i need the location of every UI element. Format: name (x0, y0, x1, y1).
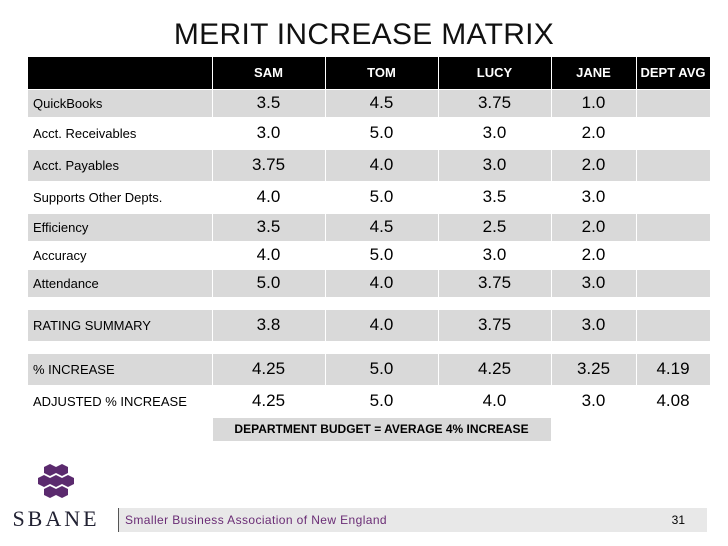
increase-row: % INCREASE 4.25 5.0 4.25 3.25 4.19 (28, 353, 711, 386)
cell-value: 3.75 (438, 269, 552, 298)
footer-org-name: Smaller Business Association of New Engl… (125, 513, 387, 527)
table-row: Accuracy 4.0 5.0 3.0 2.0 (28, 241, 711, 270)
cell-value: 5.0 (325, 241, 439, 270)
table-row: QuickBooks 3.5 4.5 3.75 1.0 (28, 89, 711, 118)
budget-row: DEPARTMENT BUDGET = AVERAGE 4% INCREASE (28, 417, 711, 442)
row-label: Accuracy (28, 241, 213, 270)
column-header-dept-avg: DEPT AVG (636, 57, 711, 90)
cell-value: 3.8 (212, 309, 326, 342)
cell-value: 3.0 (438, 117, 552, 150)
cell-value: 4.0 (325, 269, 439, 298)
page-number: 31 (671, 513, 685, 527)
merit-matrix-table: SAM TOM LUCY JANE DEPT AVG QuickBooks 3.… (28, 57, 711, 442)
row-label: Supports Other Depts. (28, 181, 213, 214)
cell-value (636, 269, 711, 298)
cell-value: 2.0 (551, 117, 637, 150)
hexagon-cluster-icon (38, 464, 74, 498)
cell-value: 4.25 (212, 353, 326, 386)
cell-value: 2.0 (551, 213, 637, 242)
cell-value: 5.0 (325, 385, 439, 418)
sbane-logo: SBANE (8, 462, 104, 534)
cell-value: 3.0 (212, 117, 326, 150)
cell-value: 4.19 (636, 353, 711, 386)
cell-value: 5.0 (325, 117, 439, 150)
cell-value: 3.0 (551, 309, 637, 342)
row-spacer (28, 297, 711, 310)
cell-value: 4.0 (325, 309, 439, 342)
column-header-tom: TOM (325, 57, 439, 90)
logo-text: SBANE (12, 506, 100, 531)
summary-row: RATING SUMMARY 3.8 4.0 3.75 3.0 (28, 309, 711, 342)
cell-value: 1.0 (551, 89, 637, 118)
cell-value: 4.0 (438, 385, 552, 418)
cell-value: 4.25 (212, 385, 326, 418)
cell-value (636, 241, 711, 270)
column-header-sam: SAM (212, 57, 326, 90)
row-label: ADJUSTED % INCREASE (28, 385, 213, 418)
cell-value: 4.5 (325, 213, 439, 242)
table-row: Acct. Receivables 3.0 5.0 3.0 2.0 (28, 117, 711, 150)
cell-value: 5.0 (325, 181, 439, 214)
cell-value (636, 149, 711, 182)
cell-value: 4.0 (325, 149, 439, 182)
cell-value: 3.0 (438, 241, 552, 270)
table-row: Efficiency 3.5 4.5 2.5 2.0 (28, 213, 711, 242)
row-label: RATING SUMMARY (28, 309, 213, 342)
cell-value: 3.0 (551, 269, 637, 298)
cell-value: 4.0 (212, 181, 326, 214)
cell-value: 4.08 (636, 385, 711, 418)
cell-value: 2.5 (438, 213, 552, 242)
cell-value: 3.5 (438, 181, 552, 214)
page-title: MERIT INCREASE MATRIX (173, 18, 555, 51)
cell-value: 5.0 (212, 269, 326, 298)
cell-value: 3.5 (212, 89, 326, 118)
header-row: SAM TOM LUCY JANE DEPT AVG (28, 57, 711, 90)
cell-value: 4.0 (212, 241, 326, 270)
cell-value: 3.25 (551, 353, 637, 386)
cell-value (636, 213, 711, 242)
row-label: Acct. Receivables (28, 117, 213, 150)
column-header-blank (28, 57, 213, 90)
column-header-lucy: LUCY (438, 57, 552, 90)
cell-value: 3.0 (438, 149, 552, 182)
cell-value: 3.0 (551, 181, 637, 214)
table-row: Acct. Payables 3.75 4.0 3.0 2.0 (28, 149, 711, 182)
cell-value: 2.0 (551, 241, 637, 270)
cell-value: 4.25 (438, 353, 552, 386)
cell-value: 4.5 (325, 89, 439, 118)
cell-value: 5.0 (325, 353, 439, 386)
table-row: Attendance 5.0 4.0 3.75 3.0 (28, 269, 711, 298)
row-spacer (28, 341, 711, 354)
budget-note: DEPARTMENT BUDGET = AVERAGE 4% INCREASE (212, 417, 552, 442)
cell-value (636, 309, 711, 342)
cell-value: 3.5 (212, 213, 326, 242)
row-label: Efficiency (28, 213, 213, 242)
row-label: % INCREASE (28, 353, 213, 386)
cell-value (636, 89, 711, 118)
row-label: Attendance (28, 269, 213, 298)
adjusted-increase-row: ADJUSTED % INCREASE 4.25 5.0 4.0 3.0 4.0… (28, 385, 711, 418)
table-row: Supports Other Depts. 4.0 5.0 3.5 3.0 (28, 181, 711, 214)
row-label: Acct. Payables (28, 149, 213, 182)
cell-value (636, 117, 711, 150)
cell-value: 3.75 (438, 309, 552, 342)
row-label: QuickBooks (28, 89, 213, 118)
cell-value: 3.75 (438, 89, 552, 118)
cell-value: 3.75 (212, 149, 326, 182)
cell-value: 2.0 (551, 149, 637, 182)
cell-value (636, 181, 711, 214)
column-header-jane: JANE (551, 57, 637, 90)
cell-value: 3.0 (551, 385, 637, 418)
footer-bar: Smaller Business Association of New Engl… (118, 508, 707, 532)
